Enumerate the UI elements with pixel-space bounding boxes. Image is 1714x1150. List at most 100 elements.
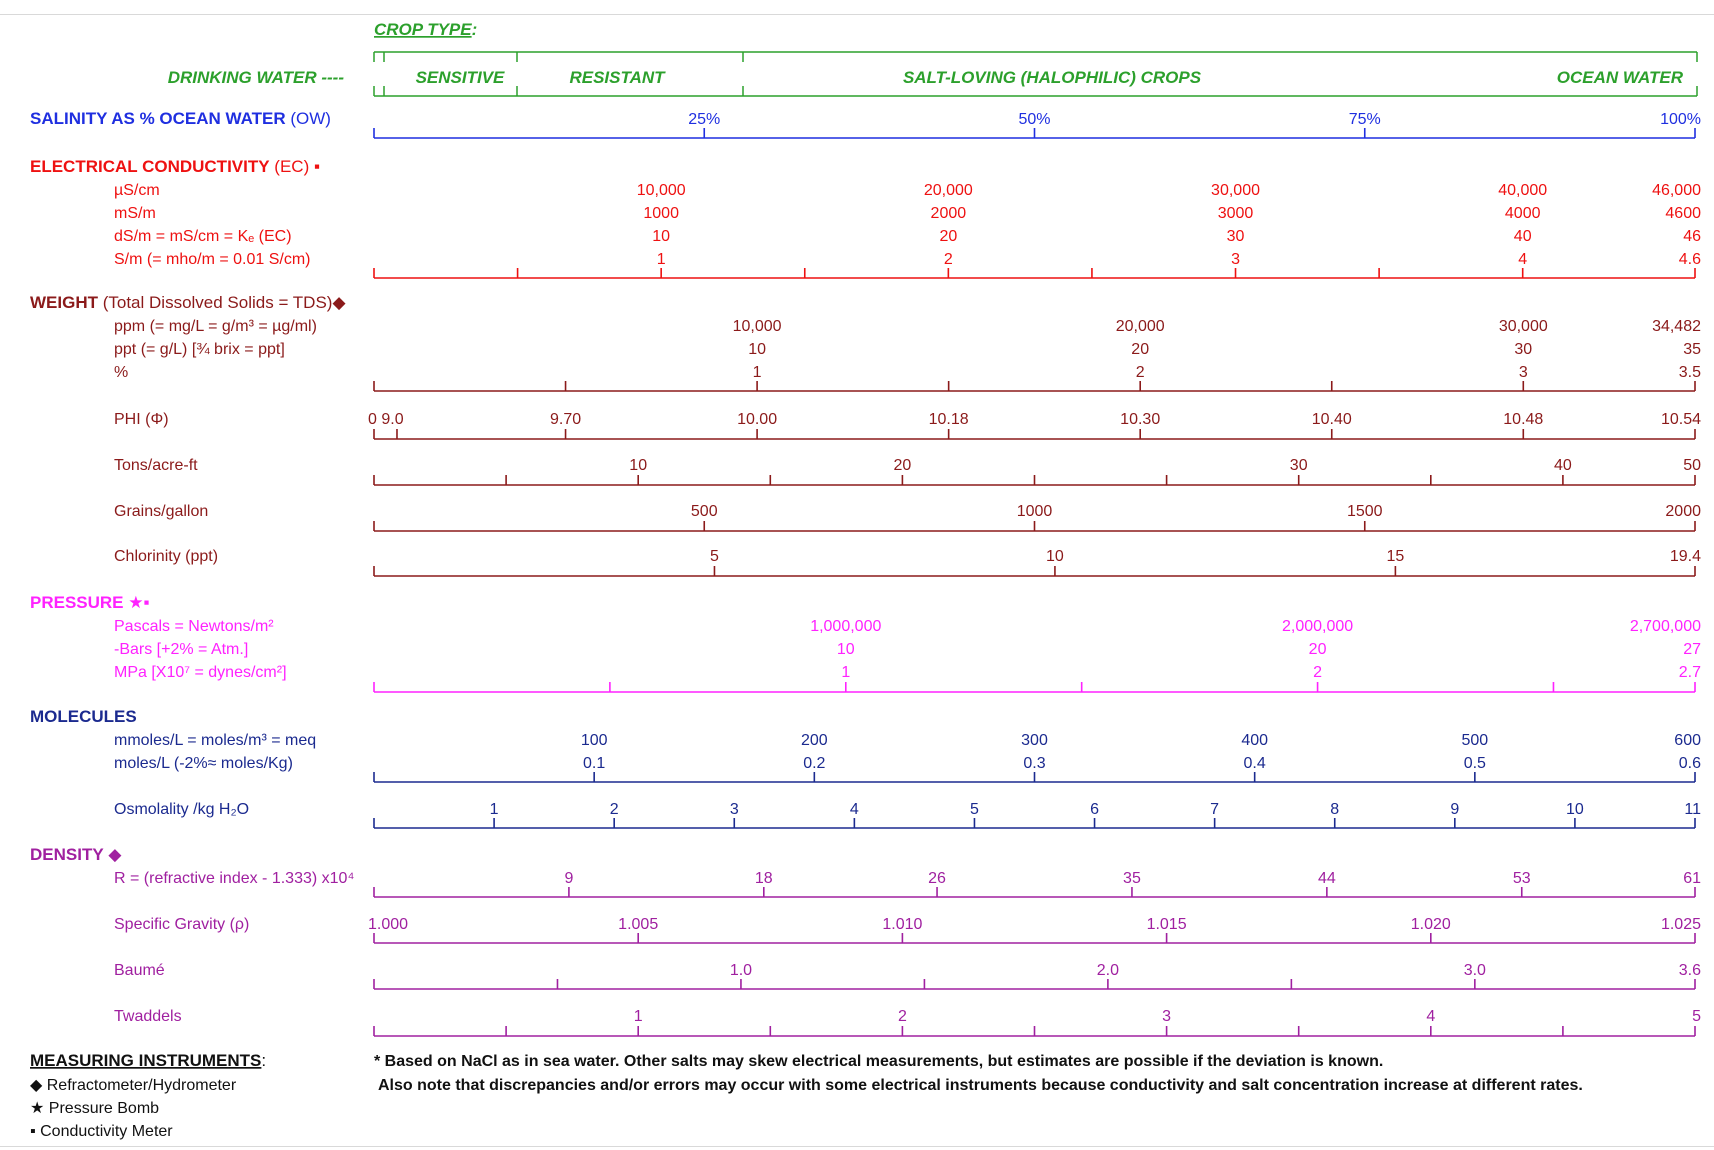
molecules-value-label: 0.4: [1244, 755, 1266, 772]
ec-row-name: S/m (= mho/m = 0.01 S/cm): [114, 251, 311, 268]
molecules-value-label: 300: [1021, 732, 1048, 749]
tons-value-label: 30: [1290, 457, 1308, 474]
chlorinity-value-label: 19.4: [1670, 548, 1701, 565]
refractive-value-label: 35: [1123, 870, 1141, 887]
chlorinity-value-label: 15: [1386, 548, 1404, 565]
baume-value-label: 3.6: [1679, 962, 1701, 979]
baume-value-label: 2.0: [1097, 962, 1119, 979]
phi-value-label: 10.18: [929, 411, 969, 428]
twaddels-value-label: 1: [634, 1008, 643, 1025]
tons-row-name: Tons/acre-ft: [114, 457, 198, 474]
ec-value-label: 4: [1518, 251, 1527, 268]
pressure-value-label: 1,000,000: [810, 618, 881, 635]
osmolality-value-label: 10: [1566, 801, 1584, 818]
phi-value-label: 0 9.0: [368, 411, 404, 428]
weight-header: WEIGHT (Total Dissolved Solids = TDS)◆: [30, 293, 346, 312]
refractive-header: DENSITY ◆: [30, 845, 122, 864]
osmolality-value-label: 1: [490, 801, 499, 818]
ec-value-label: 4000: [1505, 205, 1541, 222]
top-border: [0, 14, 1714, 15]
weight-value-label: 30,000: [1499, 318, 1548, 335]
chlorinity-row-name: Chlorinity (ppt): [114, 548, 218, 565]
osmolality-row-name: Osmolality /kg H₂O: [114, 801, 249, 818]
pressure-value-label: 27: [1683, 641, 1701, 658]
pressure-value-label: 20: [1309, 641, 1327, 658]
ec-value-label: 30,000: [1211, 182, 1260, 199]
footnote: Also note that discrepancies and/or erro…: [378, 1077, 1583, 1094]
ec-header: ELECTRICAL CONDUCTIVITY (EC) ▪: [30, 157, 320, 176]
refractive-value-label: 44: [1318, 870, 1336, 887]
weight-value-label: 3: [1519, 364, 1528, 381]
footnote: * Based on NaCl as in sea water. Other s…: [374, 1053, 1383, 1070]
ec-value-label: 3: [1231, 251, 1240, 268]
pressure-value-label: 1: [841, 664, 850, 681]
weight-value-label: 2: [1136, 364, 1145, 381]
gravity-value-label: 1.020: [1411, 916, 1451, 933]
crop-sensitive: SENSITIVE: [416, 68, 505, 87]
instrument-item: ▪ Conductivity Meter: [30, 1123, 173, 1140]
refractive-value-label: 9: [564, 870, 573, 887]
salinity-header: SALINITY AS % OCEAN WATER (OW): [30, 109, 331, 128]
ec-value-label: 10: [652, 228, 670, 245]
grains-value-label: 1000: [1017, 503, 1053, 520]
ec-value-label: 10,000: [637, 182, 686, 199]
tons-value-label: 50: [1683, 457, 1701, 474]
pressure-value-label: 2,000,000: [1282, 618, 1353, 635]
pressure-value-label: 2.7: [1679, 664, 1701, 681]
molecules-value-label: 0.2: [803, 755, 825, 772]
tons-value-label: 20: [894, 457, 912, 474]
gravity-value-label: 1.015: [1147, 916, 1187, 933]
chlorinity-value-label: 5: [710, 548, 719, 565]
twaddels-value-label: 4: [1426, 1008, 1435, 1025]
crop-salt-loving: SALT-LOVING (HALOPHILIC) CROPS: [903, 68, 1202, 87]
baume-value-label: 1.0: [730, 962, 752, 979]
tons-value-label: 40: [1554, 457, 1572, 474]
ec-value-label: 3000: [1218, 205, 1254, 222]
refractive-value-label: 61: [1683, 870, 1701, 887]
molecules-header: MOLECULES: [30, 707, 137, 726]
osmolality-value-label: 4: [850, 801, 859, 818]
ec-value-label: 4.6: [1679, 251, 1701, 268]
baume-row-name: Baumé: [114, 962, 165, 979]
refractive-row-name: R = (refractive index - 1.333) x10⁴: [114, 870, 354, 887]
weight-value-label: 1: [753, 364, 762, 381]
phi-value-label: 10.00: [737, 411, 777, 428]
twaddels-value-label: 2: [898, 1008, 907, 1025]
pressure-header: PRESSURE ★▪: [30, 593, 150, 612]
pressure-row-name: Pascals = Newtons/m²: [114, 618, 274, 635]
phi-value-label: 10.54: [1661, 411, 1701, 428]
refractive-value-label: 26: [928, 870, 946, 887]
instrument-item: ★ Pressure Bomb: [30, 1100, 159, 1117]
ec-value-label: 46,000: [1652, 182, 1701, 199]
ec-value-label: 1000: [643, 205, 679, 222]
pressure-row-name: MPa [X10⁷ = dynes/cm²]: [114, 664, 287, 681]
chlorinity-value-label: 10: [1046, 548, 1064, 565]
phi-row-name: PHI (Φ): [114, 411, 169, 428]
weight-value-label: 10: [748, 341, 766, 358]
molecules-value-label: 0.5: [1464, 755, 1486, 772]
crop-resistant: RESISTANT: [569, 68, 666, 87]
crop-ocean-water: OCEAN WATER: [1557, 68, 1684, 87]
pressure-row-name: -Bars [+2% = Atm.]: [114, 641, 248, 658]
ec-row-name: mS/m: [114, 205, 156, 222]
grains-row-name: Grains/gallon: [114, 503, 208, 520]
osmolality-value-label: 6: [1090, 801, 1099, 818]
ec-value-label: 4600: [1665, 205, 1701, 222]
weight-row-name: ppm (= mg/L = g/m³ = µg/ml): [114, 318, 317, 335]
molecules-value-label: 500: [1461, 732, 1488, 749]
osmolality-value-label: 2: [610, 801, 619, 818]
weight-row-name: %: [114, 364, 128, 381]
twaddels-row-name: Twaddels: [114, 1008, 182, 1025]
osmolality-value-label: 7: [1210, 801, 1219, 818]
molecules-row-name: mmoles/L = moles/m³ = meq: [114, 732, 316, 749]
pressure-value-label: 2,700,000: [1630, 618, 1701, 635]
ec-value-label: 30: [1227, 228, 1245, 245]
instrument-item: ◆ Refractometer/Hydrometer: [30, 1077, 237, 1094]
pressure-value-label: 10: [837, 641, 855, 658]
crop-drinking-water: DRINKING WATER ----: [168, 68, 345, 87]
weight-value-label: 35: [1683, 341, 1701, 358]
instruments-title: MEASURING INSTRUMENTS:: [30, 1051, 266, 1070]
ec-value-label: 40,000: [1498, 182, 1547, 199]
ec-value-label: 2: [944, 251, 953, 268]
salinity-value-label: 75%: [1349, 111, 1381, 128]
